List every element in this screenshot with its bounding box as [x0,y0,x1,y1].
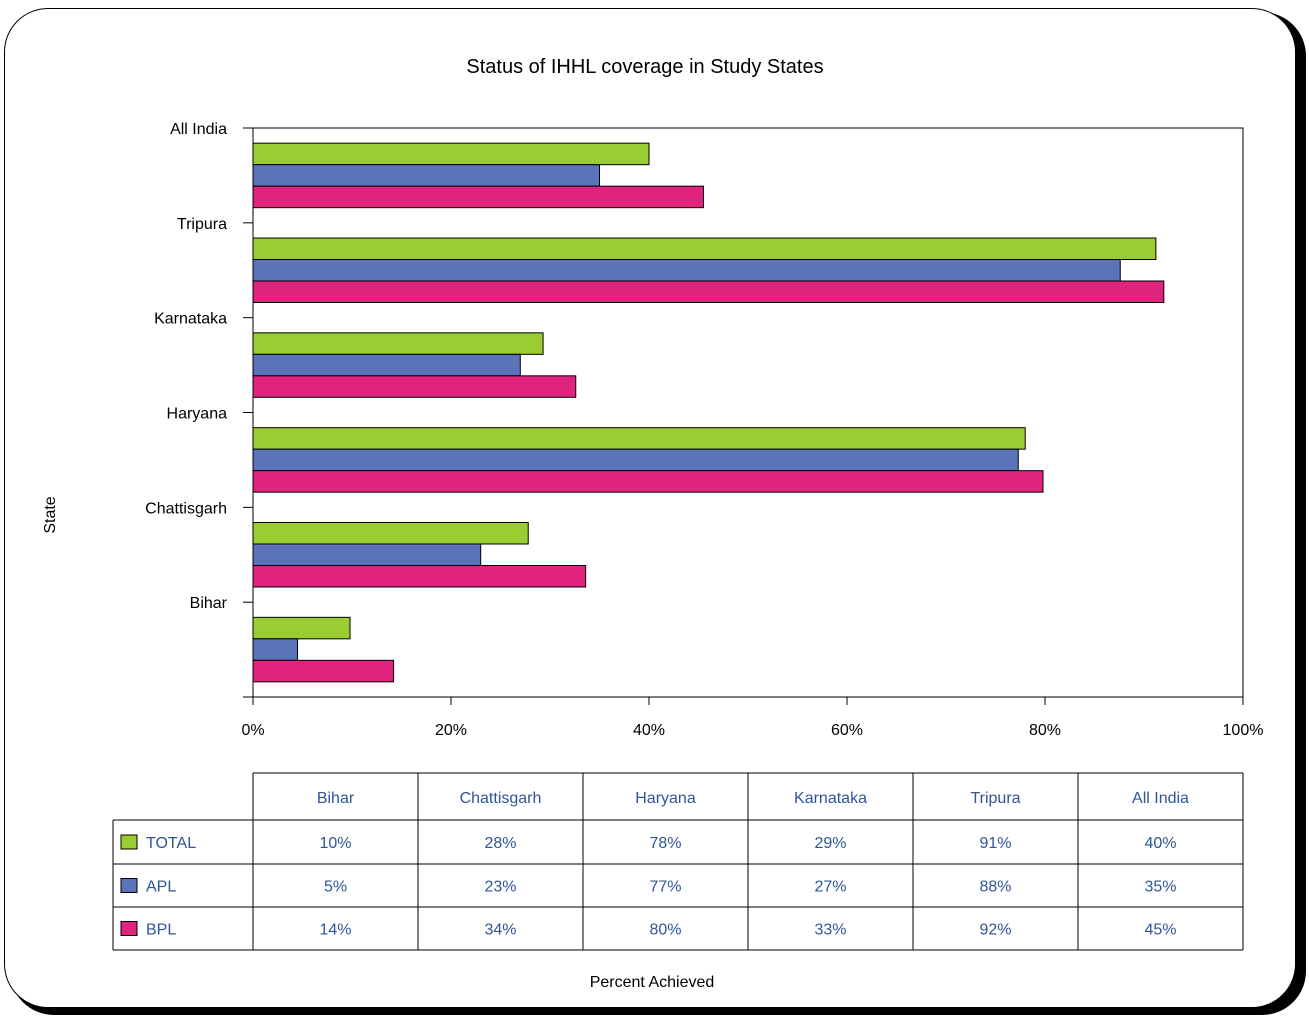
table-value-cell: 45% [1144,922,1176,939]
table-value-cell: 33% [814,922,846,939]
y-category-label: Chattisgarh [145,500,227,517]
bar-total-all-india [252,142,650,166]
x-tick-label: 20% [435,722,467,739]
bar-apl-karnataka [252,353,521,377]
table-value-cell: 27% [814,879,846,896]
bar-apl-tripura [252,259,1121,282]
table-header-cell: Chattisgarh [460,790,542,807]
legend-swatch-apl [120,878,138,893]
x-tick-label: 0% [241,722,264,739]
chart-title: Status of IHHL coverage in Study States [466,56,823,78]
data-table: Bihar Chattisgarh Haryana Karnataka Tripura A… [112,772,1244,951]
bar-total-chattisgarh [252,522,529,545]
y-category-label: Tripura [177,216,227,233]
frame-box [4,8,1296,1008]
table-value-cell: 35% [1144,879,1176,896]
bar-bpl-all-india [252,185,704,209]
x-tick-label: 80% [1029,722,1061,739]
bar-apl-haryana [252,448,1019,472]
legend-label-apl: APL [146,879,176,896]
plot-area: All India Tripura Karnataka Haryana Chattisg… [145,121,1263,739]
bar-total-haryana [252,427,1026,450]
bar-bpl-karnataka [252,375,577,398]
legend-swatch-bpl [120,921,138,936]
bar-apl-chattisgarh [252,543,482,566]
y-category-label: All India [170,121,227,138]
table-value-cell: 88% [979,879,1011,896]
bar-total-tripura [252,237,1157,260]
bar-bpl-haryana [252,470,1044,493]
bar-apl-all-india [252,164,600,187]
table-value-cell: 78% [649,835,681,852]
x-tick-label: 40% [633,722,665,739]
legend-swatch-total [120,834,138,850]
table-header-cell: Karnataka [794,790,867,807]
table-value-cell: 29% [814,835,846,852]
table-value-cell: 80% [649,922,681,939]
table-value-cell: 92% [979,922,1011,939]
y-category-label: Bihar [190,595,228,612]
y-category-label: Karnataka [154,311,227,328]
bar-bpl-chattisgarh [252,565,587,588]
table-value-cell: 77% [649,879,681,896]
y-category-label: Haryana [167,406,228,423]
legend-label-total: TOTAL [146,835,196,852]
legend-label-bpl: BPL [146,922,176,939]
x-axis-label: Percent Achieved [590,974,715,991]
table-value-cell: 10% [319,835,351,852]
plot-frame [252,127,1244,698]
table-value-cell: 34% [484,922,516,939]
table-value-cell: 5% [324,879,347,896]
table-header-cell: All India [1132,790,1189,807]
table-header-cell: Bihar [317,790,355,807]
table-header-cell: Haryana [635,790,696,807]
x-tick-label: 60% [831,722,863,739]
bar-total-karnataka [252,332,544,355]
bar-apl-bihar [252,638,299,661]
table-header-cell: Tripura [970,790,1020,807]
bar-bpl-bihar [252,659,395,683]
table-value-cell: 14% [319,922,351,939]
y-axis-label: State [42,496,59,533]
table-value-cell: 91% [979,835,1011,852]
table-value-cell: 28% [484,835,516,852]
table-value-cell: 40% [1144,835,1176,852]
table-value-cell: 23% [484,879,516,896]
bar-total-bihar [252,616,351,640]
bar-bpl-tripura [252,280,1165,303]
x-tick-label: 100% [1223,722,1264,739]
